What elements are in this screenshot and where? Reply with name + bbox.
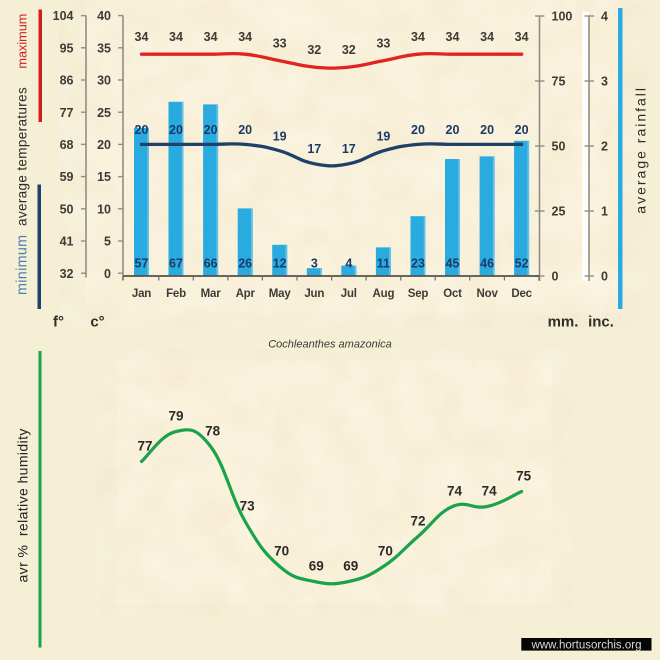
svg-text:inc.: inc. [588, 314, 614, 331]
svg-text:20: 20 [135, 123, 149, 137]
svg-text:23: 23 [411, 256, 425, 270]
svg-text:67: 67 [169, 256, 183, 270]
svg-text:104: 104 [53, 9, 74, 23]
svg-text:74: 74 [482, 484, 498, 499]
svg-text:69: 69 [309, 559, 324, 574]
svg-text:46: 46 [480, 256, 494, 270]
svg-text:66: 66 [204, 256, 218, 270]
svg-text:www.hortusorchis.org: www.hortusorchis.org [531, 639, 642, 651]
svg-text:May: May [269, 288, 292, 300]
svg-text:34: 34 [515, 30, 529, 44]
svg-text:20: 20 [480, 123, 494, 137]
svg-text:50: 50 [552, 140, 566, 154]
svg-text:19: 19 [273, 129, 287, 143]
svg-text:32: 32 [60, 267, 74, 281]
svg-text:Nov: Nov [477, 288, 499, 300]
svg-text:20: 20 [238, 123, 252, 137]
svg-text:4: 4 [601, 10, 608, 24]
svg-text:Mar: Mar [201, 288, 222, 300]
svg-text:57: 57 [135, 256, 149, 270]
svg-text:Aug: Aug [373, 288, 395, 300]
svg-text:20: 20 [411, 123, 425, 137]
svg-text:34: 34 [169, 30, 183, 44]
svg-text:Jun: Jun [304, 288, 324, 300]
svg-text:4: 4 [345, 256, 352, 270]
svg-text:69: 69 [343, 559, 358, 574]
svg-text:12: 12 [273, 256, 287, 270]
svg-text:34: 34 [238, 30, 252, 44]
svg-text:maximum: maximum [16, 14, 30, 69]
svg-text:74: 74 [447, 484, 463, 499]
svg-text:86: 86 [60, 74, 74, 88]
svg-text:0: 0 [601, 270, 608, 284]
svg-text:0: 0 [552, 270, 559, 284]
svg-text:78: 78 [205, 424, 221, 439]
svg-text:Jul: Jul [341, 288, 357, 300]
svg-text:75: 75 [552, 75, 566, 89]
svg-text:75: 75 [516, 469, 532, 484]
svg-text:15: 15 [97, 170, 111, 184]
svg-text:mm.: mm. [548, 314, 579, 331]
svg-text:3: 3 [311, 256, 318, 270]
svg-text:Apr: Apr [236, 288, 256, 300]
svg-text:Feb: Feb [166, 288, 186, 300]
svg-text:25: 25 [552, 205, 566, 219]
svg-text:34: 34 [411, 30, 425, 44]
svg-text:41: 41 [60, 235, 74, 249]
svg-text:3: 3 [601, 75, 608, 89]
svg-text:35: 35 [97, 41, 111, 55]
svg-text:95: 95 [60, 41, 74, 55]
svg-text:19: 19 [376, 129, 390, 143]
svg-text:72: 72 [410, 514, 425, 529]
svg-text:Oct: Oct [443, 288, 462, 300]
svg-text:Dec: Dec [511, 288, 532, 300]
svg-text:34: 34 [135, 30, 149, 44]
svg-text:minimum: minimum [15, 235, 31, 295]
svg-text:79: 79 [168, 409, 183, 424]
svg-text:34: 34 [446, 30, 460, 44]
svg-text:20: 20 [204, 123, 218, 137]
svg-text:77: 77 [137, 439, 152, 454]
svg-text:17: 17 [342, 142, 356, 156]
svg-text:1: 1 [601, 205, 608, 219]
svg-text:avr % relative humidity: avr % relative humidity [15, 428, 31, 582]
svg-text:5: 5 [104, 235, 111, 249]
svg-text:f°: f° [53, 314, 64, 331]
svg-text:20: 20 [515, 123, 529, 137]
svg-text:34: 34 [204, 30, 218, 44]
svg-text:17: 17 [307, 142, 321, 156]
svg-text:10: 10 [97, 202, 111, 216]
svg-text:73: 73 [240, 499, 256, 514]
svg-text:20: 20 [169, 123, 183, 137]
svg-text:32: 32 [307, 43, 321, 57]
svg-text:59: 59 [60, 170, 74, 184]
svg-text:Jan: Jan [132, 288, 151, 300]
svg-text:34: 34 [480, 30, 494, 44]
svg-text:20: 20 [446, 123, 460, 137]
svg-text:52: 52 [515, 256, 529, 270]
svg-text:30: 30 [97, 74, 111, 88]
svg-text:Cochleanthes amazonica: Cochleanthes amazonica [268, 339, 392, 351]
svg-text:33: 33 [376, 37, 390, 51]
svg-text:50: 50 [60, 202, 74, 216]
svg-text:0: 0 [104, 267, 111, 281]
svg-text:70: 70 [378, 544, 393, 559]
svg-text:average temperatures: average temperatures [15, 87, 30, 226]
svg-text:20: 20 [97, 138, 111, 152]
svg-text:average rainfall: average rainfall [633, 86, 649, 214]
svg-text:33: 33 [273, 37, 287, 51]
svg-text:45: 45 [446, 256, 460, 270]
svg-text:11: 11 [377, 256, 390, 270]
svg-text:77: 77 [60, 106, 74, 120]
svg-text:70: 70 [274, 544, 289, 559]
svg-text:25: 25 [97, 106, 111, 120]
svg-text:32: 32 [342, 43, 356, 57]
svg-text:100: 100 [552, 10, 573, 24]
svg-text:40: 40 [97, 9, 111, 23]
svg-text:2: 2 [601, 140, 608, 154]
svg-text:c°: c° [90, 314, 104, 331]
svg-text:68: 68 [60, 138, 74, 152]
svg-text:26: 26 [238, 256, 252, 270]
svg-text:Sep: Sep [408, 288, 429, 300]
